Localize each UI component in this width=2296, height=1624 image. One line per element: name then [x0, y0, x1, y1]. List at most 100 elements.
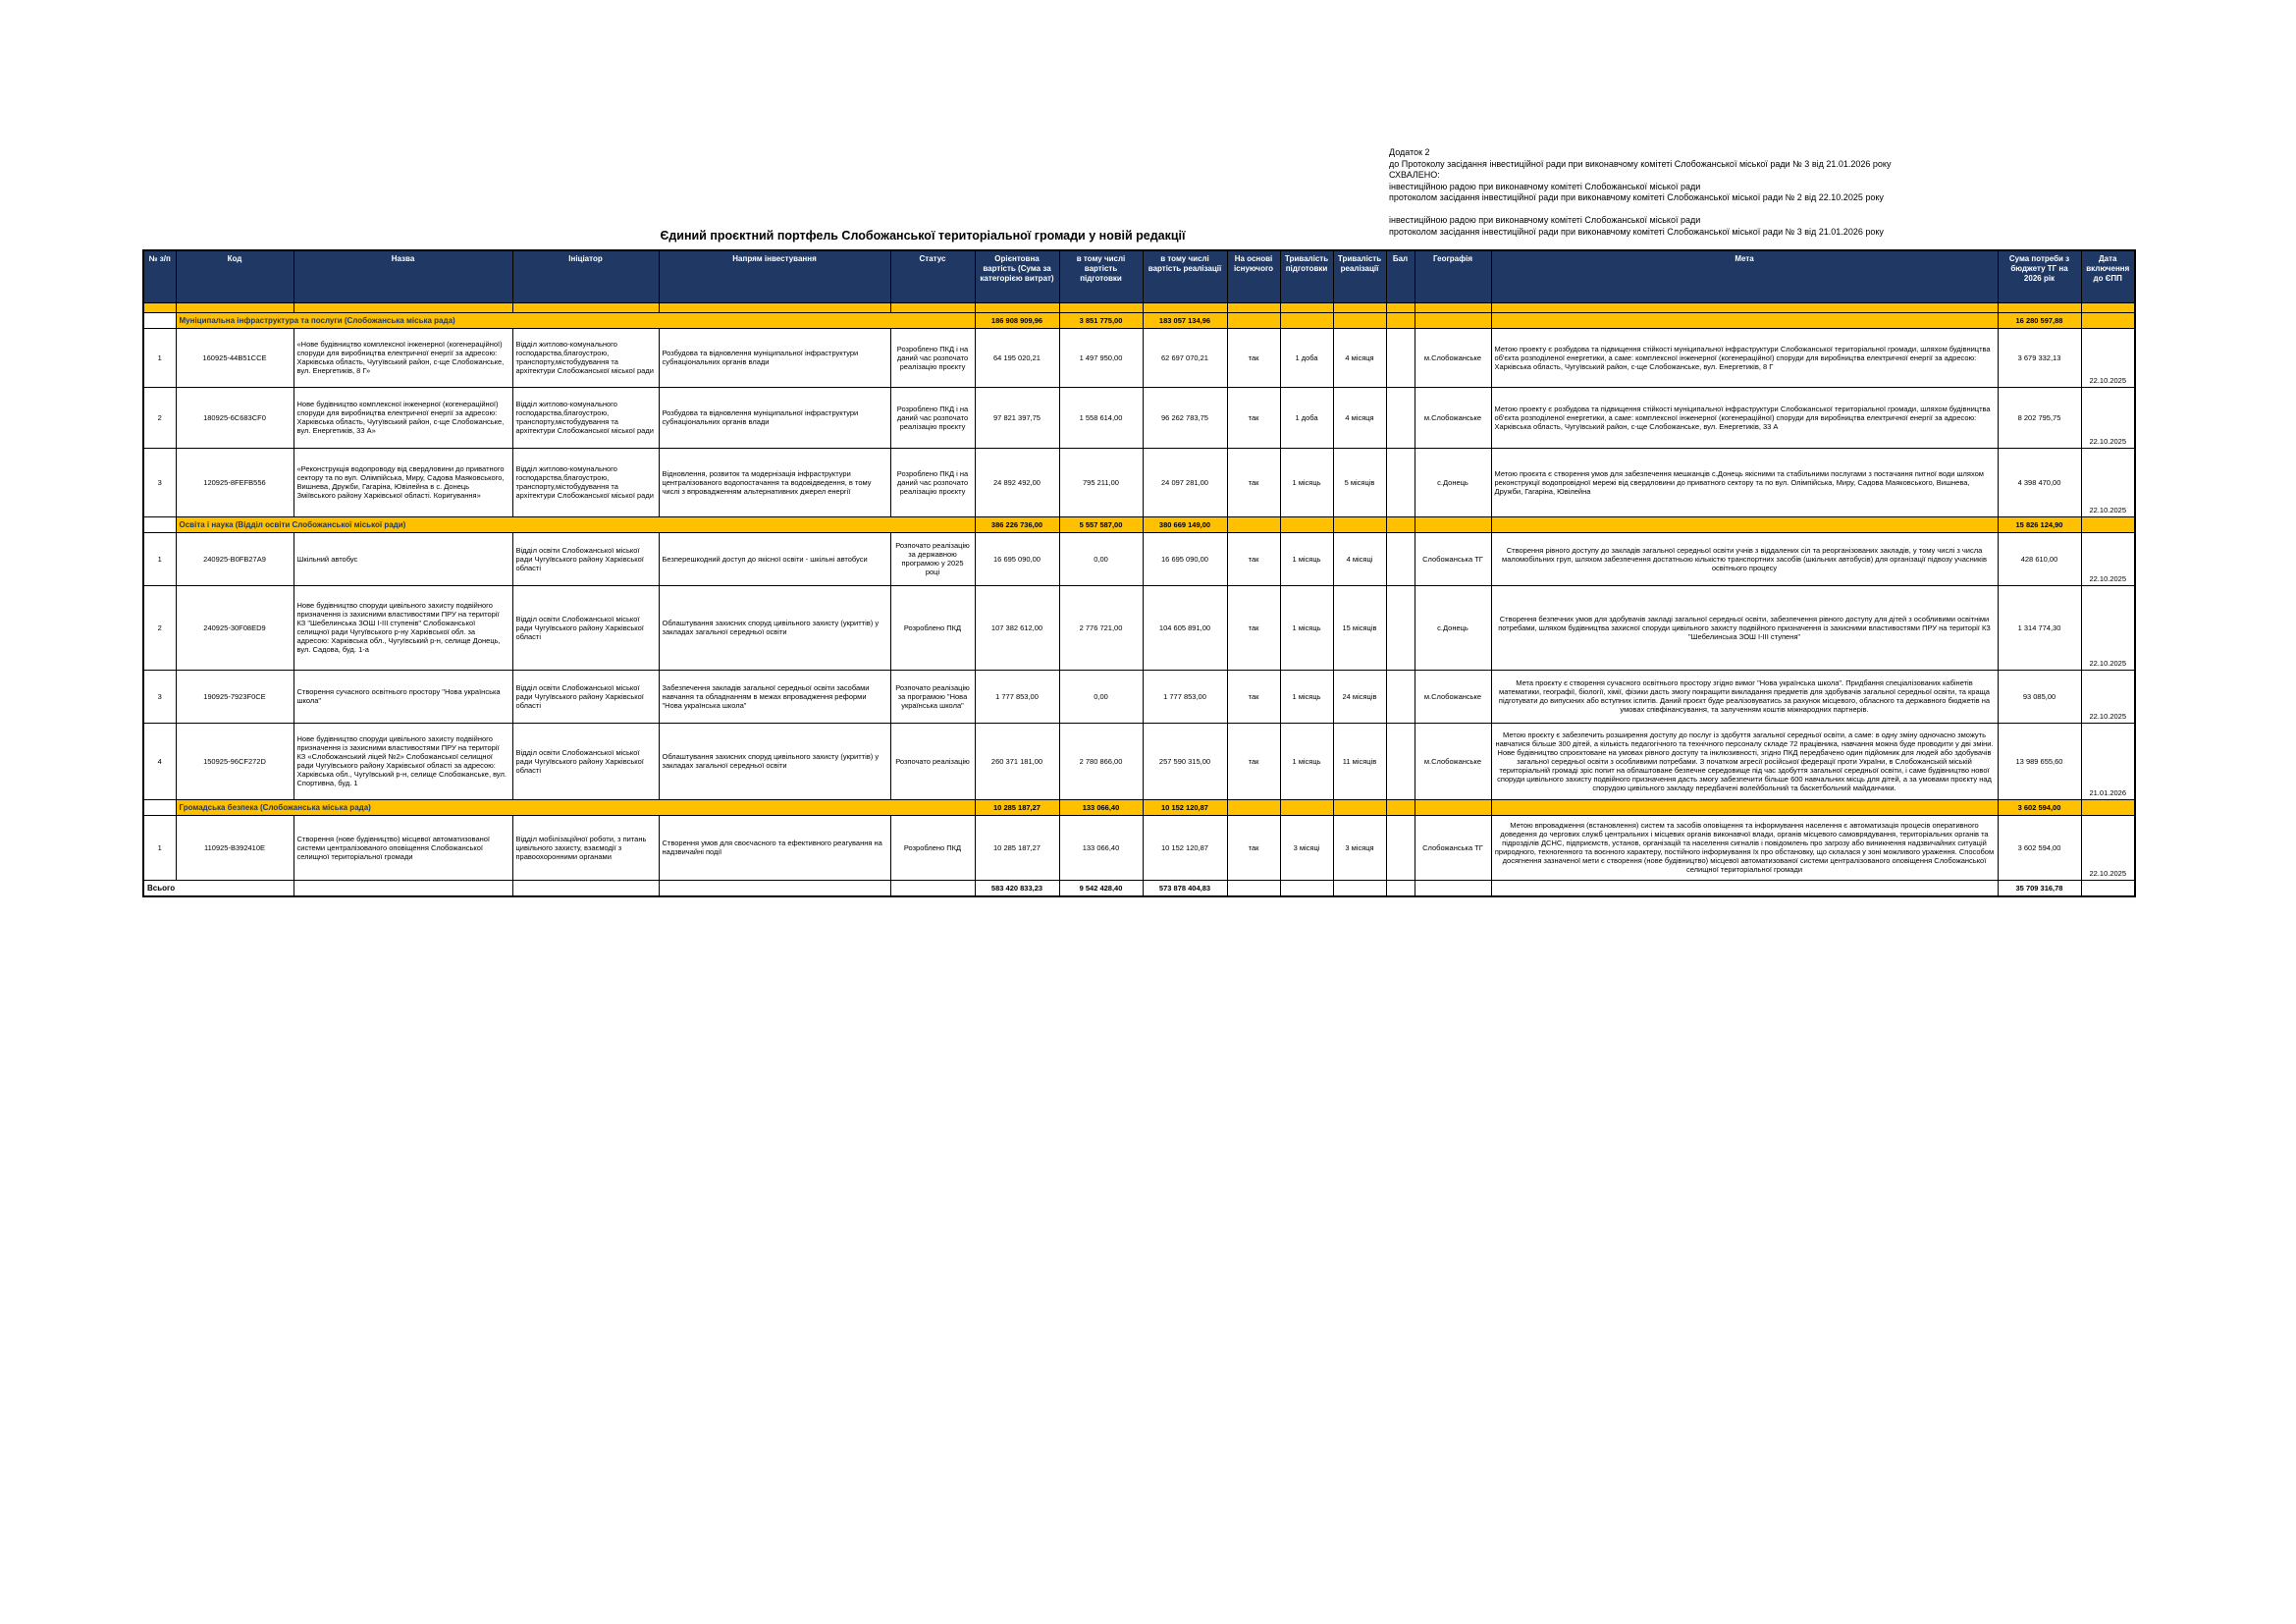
column-header: На основі існуючого [1226, 249, 1281, 303]
cell-impl-cost: 96 262 783,75 [1142, 386, 1228, 449]
cell-name: «Реконструкція водопроводу від свердлови… [293, 447, 513, 517]
cell-num: 2 [142, 584, 177, 671]
cell-impl-cost: 1 777 853,00 [1142, 669, 1228, 724]
cell-date-epp: 22.10.2025 [2080, 531, 2136, 586]
spacer-cell [1490, 301, 1999, 313]
cell-existing: так [1226, 669, 1281, 724]
cell-budget-2026: 3 679 332,13 [1997, 327, 2082, 388]
cell-geography: м.Слобожанське [1414, 327, 1492, 388]
cell-goal: Метою впровадження (встановлення) систем… [1490, 814, 1999, 881]
section-row: Муніципальна інфраструктура та послуги (… [142, 311, 2136, 329]
cell-geography: м.Слобожанське [1414, 669, 1492, 724]
grand-total-empty-cell [2080, 879, 2136, 897]
cell-cost: 1 777 853,00 [974, 669, 1060, 724]
cell-prep-duration: 3 місяці [1279, 814, 1334, 881]
cell-budget-2026: 93 085,00 [1997, 669, 2082, 724]
cell-geography: Слобожанська ТГ [1414, 814, 1492, 881]
cell-impl-cost: 257 590 315,00 [1142, 722, 1228, 800]
cell-num: 2 [142, 386, 177, 449]
cell-status: Розроблено ПКД і на даний час розпочато … [889, 386, 976, 449]
cell-cost: 10 285 187,27 [974, 814, 1060, 881]
cell-prep-duration: 1 місяць [1279, 669, 1334, 724]
section-empty-cell [1332, 798, 1387, 816]
column-header: Тривалість підготовки [1279, 249, 1334, 303]
section-num-cell [142, 515, 177, 533]
cell-initiator: Відділ житлово-комунального господарства… [511, 386, 660, 449]
section-total-prep: 3 851 775,00 [1058, 311, 1144, 329]
cell-impl-cost: 62 697 070,21 [1142, 327, 1228, 388]
spacer-cell [142, 301, 177, 313]
section-empty-cell [1385, 798, 1415, 816]
cell-goal: Метою проекту є розбудова та підвищення … [1490, 386, 1999, 449]
cell-status: Розпочато реалізацію [889, 722, 976, 800]
cell-prep-duration: 1 доба [1279, 386, 1334, 449]
section-title: Громадська безпека (Слобожанська міська … [175, 798, 976, 816]
cell-impl-duration: 3 місяця [1332, 814, 1387, 881]
cell-date-epp: 22.10.2025 [2080, 327, 2136, 388]
grand-total-empty-cell [1490, 879, 1999, 897]
spacer-cell [293, 301, 513, 313]
column-header: Мета [1490, 249, 1999, 303]
section-total-cost: 186 908 909,96 [974, 311, 1060, 329]
cell-direction: Облаштування захисних споруд цивільного … [658, 584, 891, 671]
table-row: 3 190925-7923F0CE Створення сучасного осві… [142, 669, 2136, 724]
cell-num: 3 [142, 447, 177, 517]
cell-direction: Забезпечення закладів загальної середньо… [658, 669, 891, 724]
cell-date-epp: 22.10.2025 [2080, 447, 2136, 517]
cell-code: 190925-7923F0CE [175, 669, 294, 724]
cell-existing: так [1226, 584, 1281, 671]
spacer-cell [1226, 301, 1281, 313]
appendix-line: СХВАЛЕНО: [1389, 170, 1440, 180]
section-total-cost: 386 226 736,00 [974, 515, 1060, 533]
cell-initiator: Відділ мобілізаційної роботи, з питань ц… [511, 814, 660, 881]
cell-cost: 64 195 020,21 [974, 327, 1060, 388]
section-num-cell [142, 798, 177, 816]
cell-initiator: Відділ житлово-комунального господарства… [511, 327, 660, 388]
section-empty-cell [1332, 515, 1387, 533]
cell-cost: 16 695 090,00 [974, 531, 1060, 586]
column-header: Дата включення до ЄПП [2080, 249, 2136, 303]
column-header: Тривалість реалізації [1332, 249, 1387, 303]
cell-impl-cost: 104 605 891,00 [1142, 584, 1228, 671]
table-row: 1 110925-B392410E Створення (нове будівниц… [142, 814, 2136, 881]
cell-direction: Безперешкодний доступ до якісної освіти … [658, 531, 891, 586]
section-empty-cell [1490, 311, 1999, 329]
section-title: Муніципальна інфраструктура та послуги (… [175, 311, 976, 329]
column-header: в тому числі вартість реалізації [1142, 249, 1228, 303]
cell-impl-duration: 4 місяці [1332, 531, 1387, 586]
cell-existing: так [1226, 531, 1281, 586]
section-empty-cell [1279, 311, 1334, 329]
cell-prep-cost: 1 497 950,00 [1058, 327, 1144, 388]
spacer-cell [889, 301, 976, 313]
cell-prep-cost: 2 780 866,00 [1058, 722, 1144, 800]
grand-total-empty-cell [1226, 879, 1281, 897]
section-total-prep: 5 557 587,00 [1058, 515, 1144, 533]
appendix-block: Додаток 2 до Протоколу засідання інвестиц… [1389, 147, 1891, 238]
cell-goal: Мета проєкту є створення сучасного освіт… [1490, 669, 1999, 724]
table-row: 1 160925-44B51CCE «Нове будівництво компле… [142, 327, 2136, 388]
cell-cost: 24 892 492,00 [974, 447, 1060, 517]
section-empty-cell [1490, 515, 1999, 533]
section-total-budget-2026: 3 602 594,00 [1997, 798, 2082, 816]
cell-score [1385, 386, 1415, 449]
spacer-cell [974, 301, 1060, 313]
cell-score [1385, 584, 1415, 671]
section-empty-cell [1226, 311, 1281, 329]
section-empty-cell [1226, 798, 1281, 816]
cell-prep-cost: 133 066,40 [1058, 814, 1144, 881]
cell-cost: 107 382 612,00 [974, 584, 1060, 671]
cell-goal: Створення безпечних умов для здобувачів … [1490, 584, 1999, 671]
table-row: 3 120925-8FEFB556 «Реконструкція водопрово… [142, 447, 2136, 517]
cell-cost: 97 821 397,75 [974, 386, 1060, 449]
spacer-cell [1279, 301, 1334, 313]
grand-total-empty-cell [658, 879, 891, 897]
cell-code: 240925-B0FB27A9 [175, 531, 294, 586]
section-empty-cell [1385, 311, 1415, 329]
cell-num: 3 [142, 669, 177, 724]
cell-existing: так [1226, 722, 1281, 800]
table-row: 2 180925-6C683CF0 Нове будівництво комплек… [142, 386, 2136, 449]
appendix-line: Додаток 2 [1389, 147, 1430, 157]
cell-prep-cost: 2 776 721,00 [1058, 584, 1144, 671]
column-header: Бал [1385, 249, 1415, 303]
spacer-cell [2080, 301, 2136, 313]
